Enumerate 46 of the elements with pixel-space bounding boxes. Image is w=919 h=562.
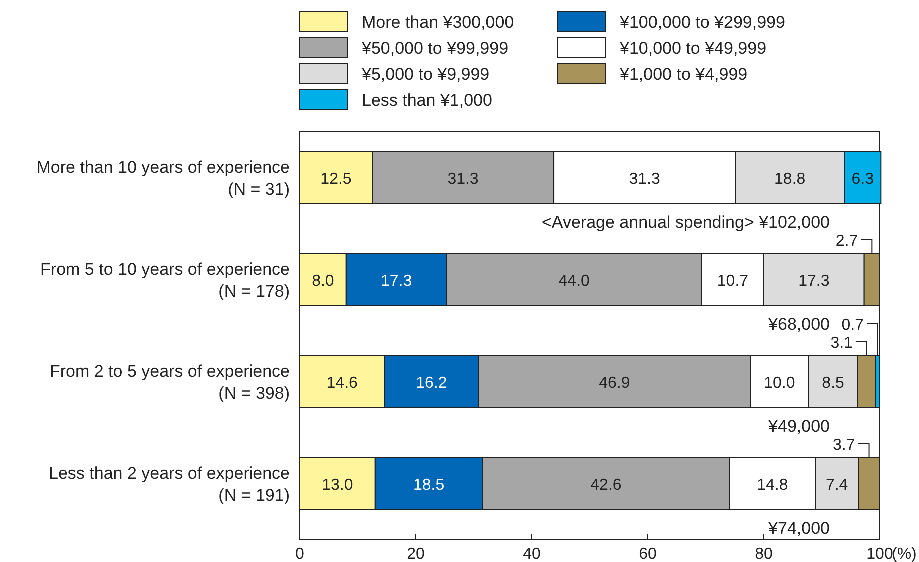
- legend-label: ¥10,000 to ¥49,999: [619, 39, 767, 58]
- data-label: 10.7: [717, 273, 749, 290]
- data-label: 12.5: [320, 171, 352, 188]
- data-label: 6.3: [852, 171, 874, 188]
- data-label: 3.1: [830, 335, 854, 352]
- x-axis-title: (%): [892, 546, 917, 562]
- legend-label: More than ¥300,000: [362, 13, 514, 32]
- x-tick-label: 100: [866, 546, 894, 562]
- data-label: 0.7: [842, 317, 864, 334]
- data-label: 42.6: [590, 477, 622, 494]
- data-label: 8.0: [312, 273, 334, 290]
- annotation: ¥74,000: [768, 519, 830, 538]
- annotation: <Average annual spending> ¥102,000: [542, 213, 830, 232]
- data-label: 10.0: [764, 375, 796, 392]
- data-label: 18.8: [774, 171, 806, 188]
- data-label: 7.4: [826, 477, 848, 494]
- legend-label: ¥1,000 to ¥4,999: [619, 65, 748, 84]
- data-label: 13.0: [322, 477, 354, 494]
- legend-label: ¥100,000 to ¥299,999: [619, 13, 786, 32]
- data-label: 31.3: [448, 171, 479, 188]
- x-tick-label: 60: [639, 546, 657, 562]
- y-tick-label: More than 10 years of experience (N = 31): [36, 158, 290, 199]
- data-label: 14.8: [757, 477, 788, 494]
- x-tick-label: 20: [407, 546, 425, 562]
- y-tick-label: Less than 2 years of experience (N = 191): [49, 464, 290, 505]
- data-label: 2.7: [836, 233, 858, 250]
- x-tick-label: 80: [755, 546, 773, 562]
- y-tick-label: From 5 to 10 years of experience (N = 178): [40, 260, 290, 301]
- annotation: ¥68,000: [768, 315, 830, 334]
- legend-label: ¥50,000 to ¥99,999: [361, 39, 509, 58]
- data-label: 31.3: [629, 171, 660, 188]
- data-label: 17.3: [798, 273, 830, 290]
- data-label: 14.6: [326, 375, 358, 392]
- annotation: ¥49,000: [768, 417, 830, 436]
- legend-label: Less than ¥1,000: [362, 91, 492, 110]
- x-tick-label: 40: [523, 546, 541, 562]
- legend-label: ¥5,000 to ¥9,999: [361, 65, 490, 84]
- data-label: 3.7: [833, 437, 856, 454]
- data-label: 8.5: [822, 375, 845, 392]
- data-label: 16.2: [416, 375, 448, 392]
- data-label: 44.0: [558, 273, 590, 290]
- y-tick-label: From 2 to 5 years of experience (N = 398): [50, 362, 290, 403]
- data-label: 18.5: [413, 477, 445, 494]
- x-tick-label: 0: [296, 546, 305, 562]
- data-label: 46.9: [599, 375, 630, 392]
- data-label: 17.3: [381, 273, 412, 290]
